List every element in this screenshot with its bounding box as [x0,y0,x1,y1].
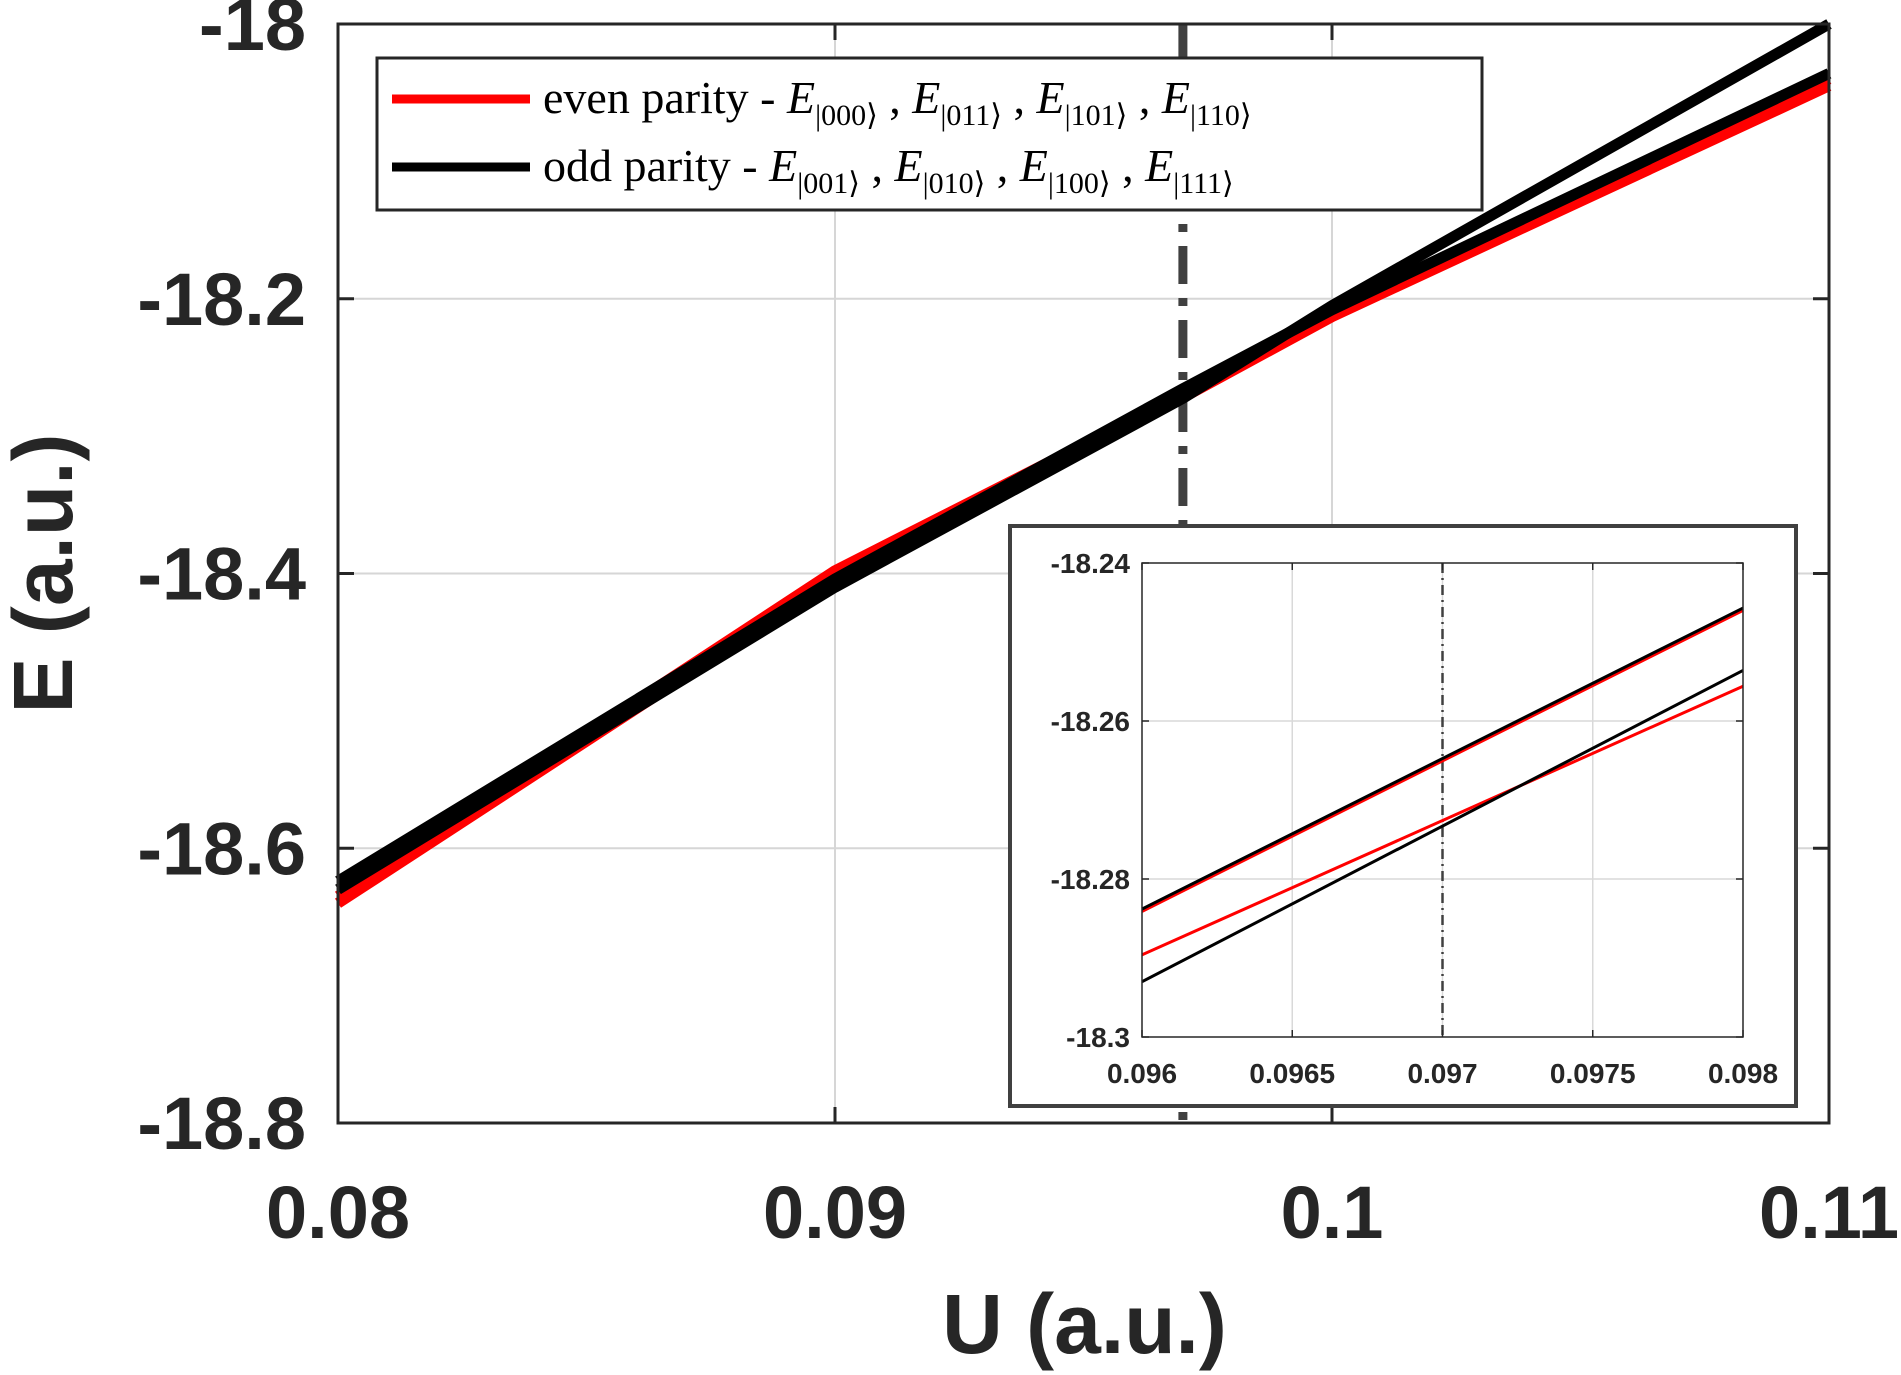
inset-x-tick-label: 0.097 [1407,1058,1477,1089]
series-line-odd-parity [335,19,1832,895]
inset-series-line-odd-parity [1141,606,1744,911]
y-axis-title: E (a.u.) [0,433,90,713]
inset-y-tick-label: -18.24 [1051,548,1131,579]
inset-chart: 0.096 0.0965 0.097 0.0975 0.098 -18.3 -18.28 -1… [1008,524,1798,1108]
x-tick-label: 0.11 [1759,1171,1899,1254]
series-line-odd-parity [335,68,1832,886]
main-tick-marks [336,22,1831,1125]
x-tick-label: 0.1 [1281,1171,1384,1254]
main-x-tick-labels: 0.08 0.09 0.1 0.11 [266,1171,1899,1254]
y-tick-label: -18.6 [137,807,306,890]
legend-label: odd parity - E|001⟩ , E|010⟩ , E|100⟩ , … [543,140,1234,200]
main-y-tick-labels: -18.8 -18.6 -18.4 -18.2 -18 [137,0,306,1165]
legend-label: even parity - E|000⟩ , E|011⟩ , E|101⟩ ,… [543,72,1252,132]
legend: even parity - E|000⟩ , E|011⟩ , E|101⟩ ,… [375,56,1484,212]
inset-x-tick-label: 0.098 [1708,1058,1778,1089]
inset-x-tick-label: 0.0975 [1550,1058,1636,1089]
inset-series-line-even-parity [1141,684,1744,957]
inset-y-tick-label: -18.28 [1051,864,1130,895]
x-tick-label: 0.08 [266,1171,410,1254]
y-tick-label: -18.2 [137,258,306,341]
y-tick-label: -18 [199,0,306,66]
inset-series-line-odd-parity [1141,669,1744,984]
inset-y-tick-label: -18.26 [1051,706,1130,737]
inset-x-tick-label: 0.096 [1107,1058,1177,1089]
y-tick-label: -18.4 [137,533,306,616]
inset-y-tick-label: -18.3 [1066,1022,1130,1053]
x-axis-title: U (a.u.) [942,1277,1227,1371]
x-tick-label: 0.09 [763,1171,907,1254]
legend-box [375,56,1484,212]
main-series-group [334,19,1832,908]
y-tick-label: -18.8 [137,1082,306,1165]
inset-x-tick-label: 0.0965 [1249,1058,1335,1089]
inset-series-line-even-parity [1141,609,1744,913]
